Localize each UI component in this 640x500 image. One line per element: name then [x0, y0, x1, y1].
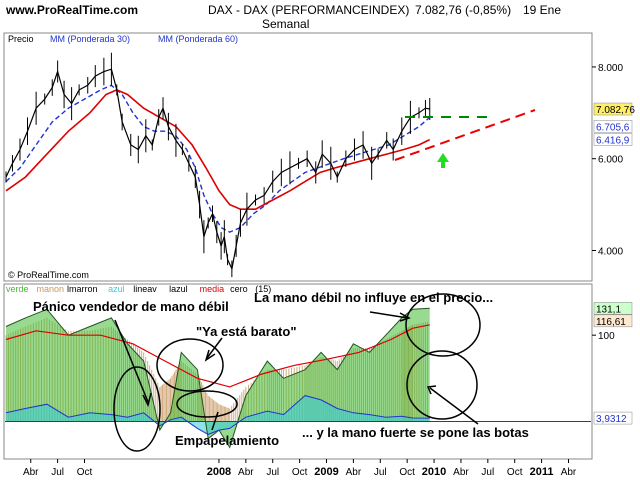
xtick-label: 2011	[530, 466, 554, 478]
value-badge-box	[593, 133, 633, 146]
xtick-label: Abr	[23, 467, 39, 478]
xtick-label: Oct	[77, 467, 93, 478]
xtick-label: Oct	[292, 467, 308, 478]
xtick-label: Oct	[507, 467, 523, 478]
xtick-label: Oct	[399, 467, 415, 478]
wallpaper-ellipse	[176, 390, 238, 418]
xtick-label: Abr	[346, 467, 362, 478]
xtick-label: Jul	[481, 467, 494, 478]
watermark: © ProRealTime.com	[8, 270, 89, 280]
price-panel-frame	[3, 32, 593, 282]
azul-area	[6, 395, 430, 435]
series-ma60	[5, 89, 431, 210]
price-ytick-label: 4.000	[598, 246, 623, 257]
price-legend: Precio MM (Ponderada 30) MM (Ponderada 6…	[8, 34, 238, 44]
green-up-arrow-icon	[437, 153, 449, 168]
legend-ma60: MM (Ponderada 60)	[158, 34, 238, 44]
cheap-ellipse	[156, 338, 224, 392]
xtick-label: Abr	[238, 467, 254, 478]
xtick-label: Jul	[374, 467, 387, 478]
ind-legend-lmarron: lmarron	[67, 284, 98, 294]
value-badge-box	[593, 120, 633, 133]
series-media	[5, 324, 430, 388]
panic-arrow	[114, 319, 149, 403]
price-series-layer	[5, 52, 431, 278]
ind-legend-manon: manon	[37, 284, 65, 294]
xtick-label: Jul	[266, 467, 279, 478]
annotation-strong-hand: ... y la mano fuerte se pone las botas	[302, 425, 529, 440]
weak-arrowhead	[399, 312, 411, 322]
strong-arrowhead	[426, 385, 437, 395]
ind-legend-lazul: lazul	[169, 284, 188, 294]
xtick-label: Abr	[561, 467, 577, 478]
indicator-series-layer	[5, 307, 591, 449]
cheap-arrowhead	[204, 349, 216, 362]
value-badge-label: 6.705,6	[596, 122, 630, 133]
value-badge-label: 131,1	[596, 304, 621, 315]
xtick-label: Jul	[51, 467, 64, 478]
site-title: www.ProRealTime.com	[5, 3, 138, 17]
value-badge-label: 6.416,9	[596, 136, 630, 147]
xtick-label: 2009	[314, 466, 338, 478]
xtick-label: Abr	[453, 467, 469, 478]
annotation-wallpaper: Empapelamiento	[175, 433, 279, 448]
annotation-panic: Pánico vendedor de mano débil	[33, 299, 229, 314]
cheap-arrow	[206, 337, 223, 359]
ind-legend-cero: cero	[230, 284, 248, 294]
panic-arrowhead	[142, 392, 152, 408]
chart-period: Semanal	[262, 17, 309, 31]
price-ytick-label: 6.000	[598, 155, 623, 166]
xtick-label: 2010	[422, 466, 446, 478]
legend-price: Precio	[8, 34, 34, 44]
value-badge-label: 7.082,76	[596, 105, 635, 116]
axes-layer: 4.000 6.000 8.000 100 Abr Jul Oct 2008 Abr Jul Oct…	[23, 63, 624, 478]
ind-legend-media: media	[200, 284, 225, 294]
legend-ma30: MM (Ponderada 30)	[50, 34, 130, 44]
xtick-label: 2008	[207, 466, 231, 478]
instrument-quote: 7.082,76 (-0,85%)	[415, 3, 511, 17]
weak-arrow	[369, 311, 409, 319]
strong-ellipse	[406, 350, 478, 420]
value-badge-label: 116,61	[596, 317, 626, 328]
value-badge-box	[593, 411, 633, 425]
value-badge-label: 3,9312	[596, 414, 627, 425]
quote-date: 19 Ene	[523, 3, 561, 17]
value-badges-layer: 7.082,76 6.705,6 6.416,9 131,1 116,61 3,9312	[593, 102, 635, 425]
strong-arrow	[429, 387, 479, 425]
ind-legend-azul: azul	[108, 284, 125, 294]
value-badge-box	[593, 314, 633, 328]
panic-ellipse	[113, 366, 161, 452]
annotation-shapes	[113, 109, 536, 452]
value-badge-box	[593, 102, 633, 116]
value-badge-box	[593, 302, 633, 315]
ind-ytick-label: 100	[598, 331, 615, 342]
series-ma30	[5, 84, 431, 233]
series-azul	[5, 395, 430, 435]
price-ytick-label: 8.000	[598, 63, 623, 74]
annotation-weak-hand: La mano débil no influye en el precio...	[254, 290, 493, 305]
support-line	[394, 109, 536, 161]
weak-ellipse	[405, 293, 481, 357]
ind-legend-lineav: lineav	[133, 284, 157, 294]
ind-legend-15: (15)	[255, 284, 271, 294]
ind-legend-verde: verde	[6, 284, 29, 294]
indicator-legend: verde manon lmarron azul lineav lazul media cer…	[6, 284, 271, 294]
wallpaper-arrow	[211, 411, 219, 431]
instrument-title: DAX - DAX (PERFORMANCEINDEX)	[208, 3, 409, 17]
annotation-cheap: "Ya está barato"	[196, 324, 296, 339]
